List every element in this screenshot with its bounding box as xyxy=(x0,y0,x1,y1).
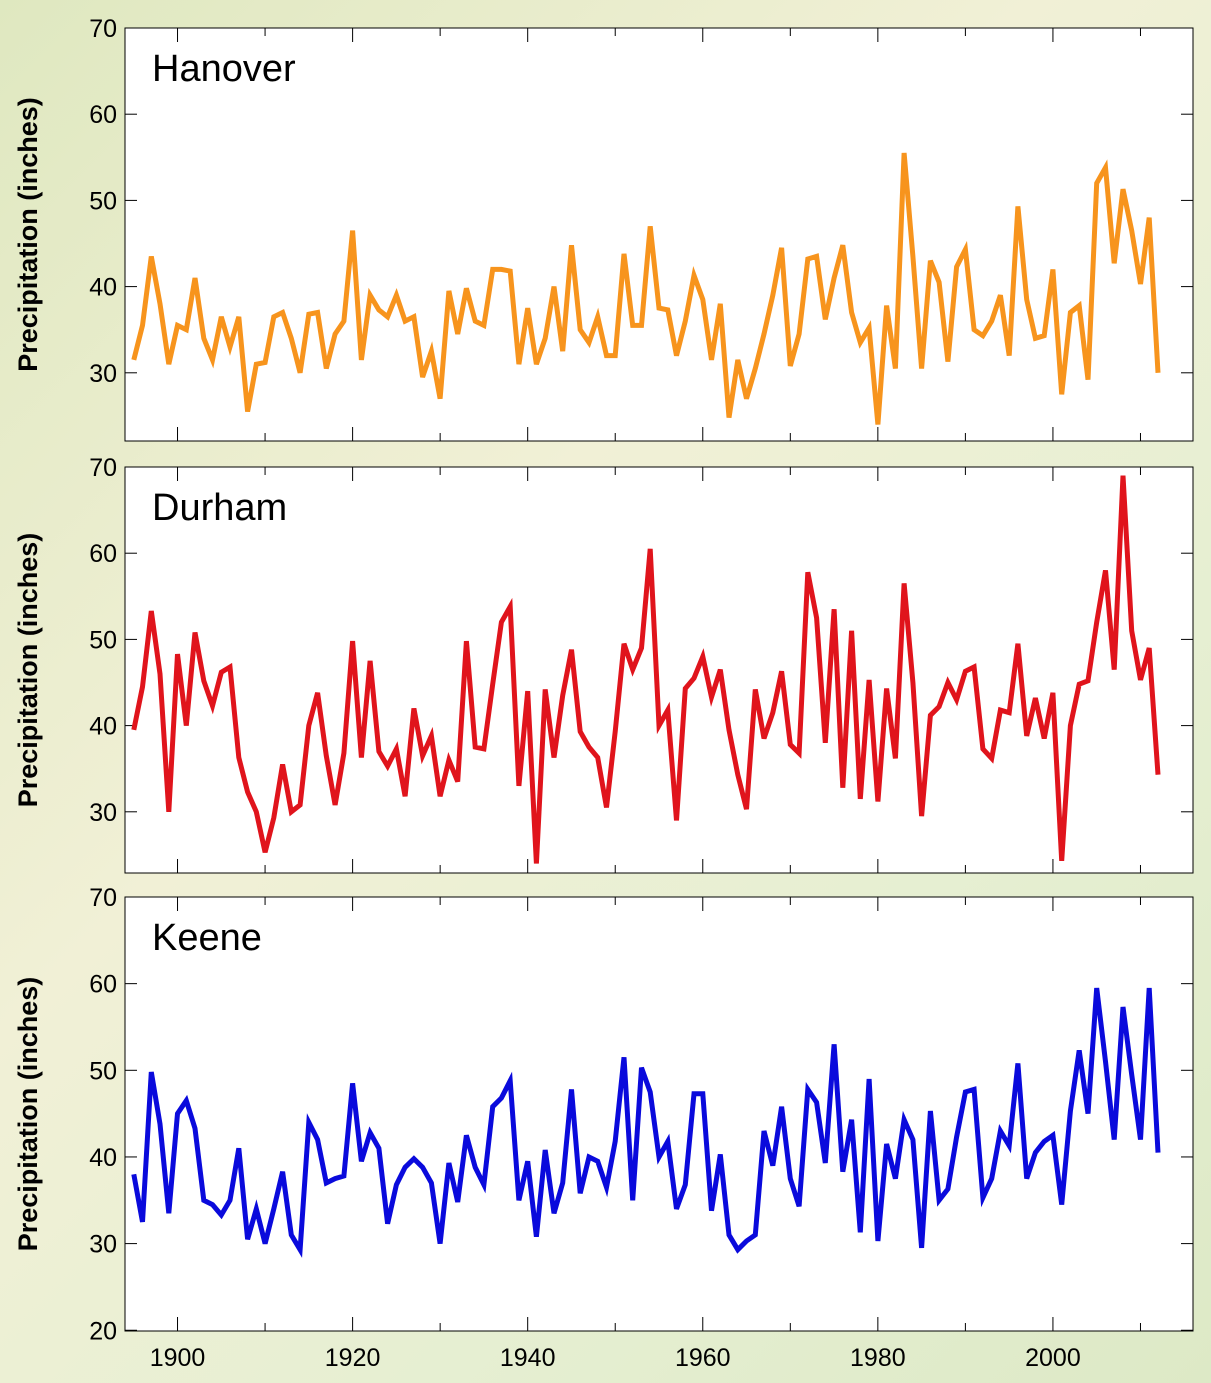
series-line-keene xyxy=(131,987,1161,1258)
panel-keene: 20 30 40 50 60 70 1900 1920 1940 1960 1980 2000 Keen… xyxy=(13,884,1194,1372)
x-tick-label: 2000 xyxy=(1025,1344,1081,1372)
x-tick-label: 1980 xyxy=(850,1344,906,1372)
panel-title: Hanover xyxy=(152,48,296,90)
x-tick-label: 1920 xyxy=(325,1344,381,1372)
panel-hanover: 30 40 50 60 70 Hanover Precipitation (inches) xyxy=(13,15,1194,442)
y-tick-label: 60 xyxy=(89,540,117,568)
y-tick-label: 30 xyxy=(89,1231,117,1259)
y-axis-label: Precipitation (inches) xyxy=(13,97,43,372)
y-tick-label: 50 xyxy=(89,1057,117,1085)
y-tick-label: 40 xyxy=(89,1144,117,1172)
x-tick-label: 1960 xyxy=(675,1344,731,1372)
series-line-hanover xyxy=(131,152,1161,425)
y-axis-label: Precipitation (inches) xyxy=(13,977,43,1252)
y-tick-label: 60 xyxy=(89,101,117,129)
panel-title: Keene xyxy=(152,917,262,959)
y-tick-label: 70 xyxy=(89,884,117,912)
y-tick-label: 20 xyxy=(89,1317,117,1345)
x-tick-label: 1900 xyxy=(150,1344,206,1372)
plot-frame xyxy=(124,896,1194,1332)
series-line-durham xyxy=(131,475,1161,864)
y-tick-label: 40 xyxy=(89,713,117,741)
y-tick-label: 70 xyxy=(89,15,117,43)
panel-durham: 30 40 50 60 70 Durham Precipitation (inches) xyxy=(13,454,1194,874)
y-tick-label: 50 xyxy=(89,626,117,654)
panel-title: Durham xyxy=(152,487,287,529)
y-tick-label: 60 xyxy=(89,971,117,999)
y-tick-label: 30 xyxy=(89,360,117,388)
x-tick-label: 1940 xyxy=(500,1344,556,1372)
y-tick-label: 30 xyxy=(89,799,117,827)
y-tick-label: 50 xyxy=(89,187,117,215)
y-tick-label: 40 xyxy=(89,274,117,302)
y-tick-label: 70 xyxy=(89,454,117,482)
y-axis-label: Precipitation (inches) xyxy=(13,533,43,808)
